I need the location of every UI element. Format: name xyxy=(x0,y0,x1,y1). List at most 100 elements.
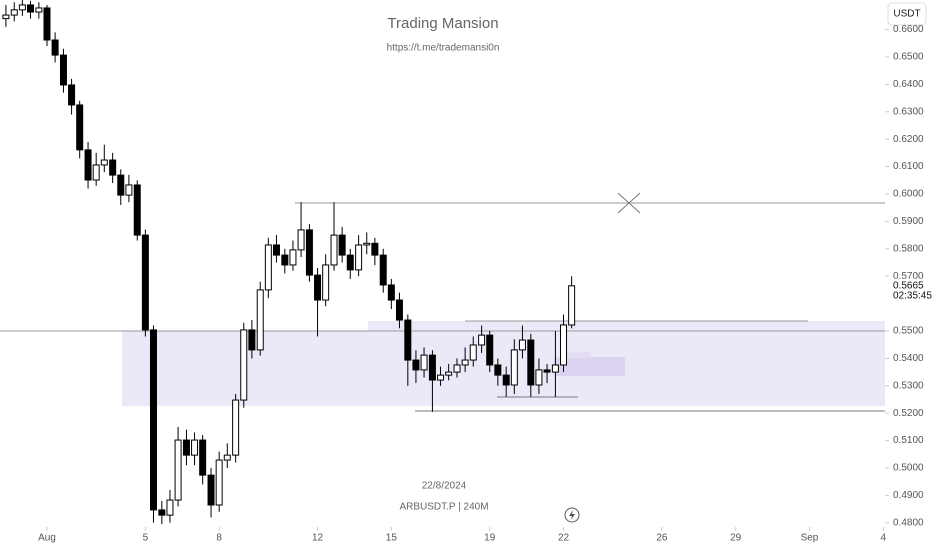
candle-body xyxy=(453,364,461,373)
y-tick-label: 0.6200 xyxy=(893,134,924,145)
zone xyxy=(122,331,885,406)
y-tick-label: 0.4900 xyxy=(893,490,924,501)
candle-body xyxy=(240,329,248,401)
candle-body xyxy=(191,439,199,456)
candle-body xyxy=(166,499,174,516)
candle-body xyxy=(404,319,412,361)
candle-body xyxy=(117,174,125,196)
candle-body xyxy=(314,274,322,301)
last-price-box xyxy=(887,278,932,301)
candle-body xyxy=(223,454,231,461)
event-icon[interactable] xyxy=(564,507,580,523)
x-tick-label: 5 xyxy=(143,533,149,544)
countdown-label: 02:35:45 xyxy=(893,290,932,301)
x-tick-label: 12 xyxy=(312,533,324,544)
candle-body xyxy=(248,329,256,351)
candle-body xyxy=(289,249,297,266)
x-tick-label: 29 xyxy=(730,533,742,544)
candle-body xyxy=(2,14,10,20)
candle-body xyxy=(518,339,526,351)
y-tick-label: 0.5700 xyxy=(893,271,924,282)
candle-body xyxy=(100,159,108,166)
candle-body xyxy=(478,334,486,346)
candle-body xyxy=(551,364,559,373)
candle-body xyxy=(92,164,100,181)
candle-body xyxy=(371,242,379,256)
candle-body xyxy=(387,284,395,301)
candle-body xyxy=(109,159,117,176)
x-tick-label: 4 xyxy=(880,533,886,544)
candle-body xyxy=(494,364,502,376)
y-tick-label: 0.5200 xyxy=(893,408,924,419)
candle-body xyxy=(281,254,289,266)
y-tick-label: 0.6300 xyxy=(893,106,924,117)
candle-body xyxy=(560,324,568,366)
candle-body xyxy=(199,439,207,476)
y-tick-label: 0.4800 xyxy=(893,517,924,528)
candle-body xyxy=(469,344,477,361)
small-zone xyxy=(555,357,625,376)
currency-button[interactable] xyxy=(887,2,927,26)
candle-body xyxy=(355,244,363,271)
y-tick-label: 0.5300 xyxy=(893,380,924,391)
candle-body xyxy=(346,254,354,271)
small-zone xyxy=(560,352,591,358)
candle-body xyxy=(338,234,346,256)
candle-body xyxy=(322,264,330,301)
candle-body xyxy=(535,369,543,386)
x-tick-label: 22 xyxy=(558,533,570,544)
candle-body xyxy=(43,7,51,41)
candle-body xyxy=(76,104,84,151)
y-tick-label: 0.6500 xyxy=(893,52,924,63)
watermark-title: Trading Mansion xyxy=(387,15,498,32)
candle-body xyxy=(149,329,157,511)
candle-body xyxy=(305,229,313,276)
candle-body xyxy=(182,439,190,456)
candle-body xyxy=(207,474,215,506)
candle-body xyxy=(272,244,280,256)
y-tick-label: 0.6000 xyxy=(893,189,924,200)
y-tick-label: 0.5000 xyxy=(893,463,924,474)
x-tick-label: Sep xyxy=(801,533,819,544)
candle-body xyxy=(568,285,576,326)
currency-label: USDT xyxy=(893,9,920,20)
candle-body xyxy=(330,234,338,266)
candle-body xyxy=(297,229,305,251)
x-tick-label: 26 xyxy=(656,533,668,544)
candle-body xyxy=(215,459,223,506)
candle-body xyxy=(420,354,428,371)
y-tick-label: 0.6600 xyxy=(893,24,924,35)
y-tick-label: 0.5500 xyxy=(893,326,924,337)
candle-body xyxy=(363,242,371,246)
last-price-label: 0.5665 xyxy=(893,280,924,291)
watermark-link: https://t.me/trademansi0n xyxy=(387,43,500,54)
candle-body xyxy=(379,254,387,286)
zone-top xyxy=(368,321,885,331)
candle-body xyxy=(461,359,469,366)
candle-body xyxy=(158,509,166,516)
candle-body xyxy=(543,369,551,373)
candle-body xyxy=(51,39,59,56)
candle-body xyxy=(125,184,133,196)
y-tick-label: 0.5100 xyxy=(893,435,924,446)
y-tick-label: 0.6100 xyxy=(893,161,924,172)
x-tick-label: 19 xyxy=(484,533,496,544)
candle-body xyxy=(510,349,518,386)
symbol-label: ARBUSDT.P | 240M xyxy=(399,502,488,513)
candle-body xyxy=(428,354,436,381)
candle-body xyxy=(412,359,420,371)
x-tick-label: Aug xyxy=(38,533,56,544)
candle-body xyxy=(35,7,43,13)
candle-body xyxy=(84,149,92,181)
y-tick-label: 0.5900 xyxy=(893,216,924,227)
candle-body xyxy=(256,289,264,351)
cross-mark xyxy=(617,192,641,214)
date-label: 22/8/2024 xyxy=(422,481,467,492)
event-icon-bolt xyxy=(569,510,575,520)
candle-body xyxy=(59,54,67,86)
y-tick-label: 0.6400 xyxy=(893,79,924,90)
candle-body xyxy=(68,84,76,106)
candle-body xyxy=(174,439,182,501)
candle-body xyxy=(27,4,35,13)
